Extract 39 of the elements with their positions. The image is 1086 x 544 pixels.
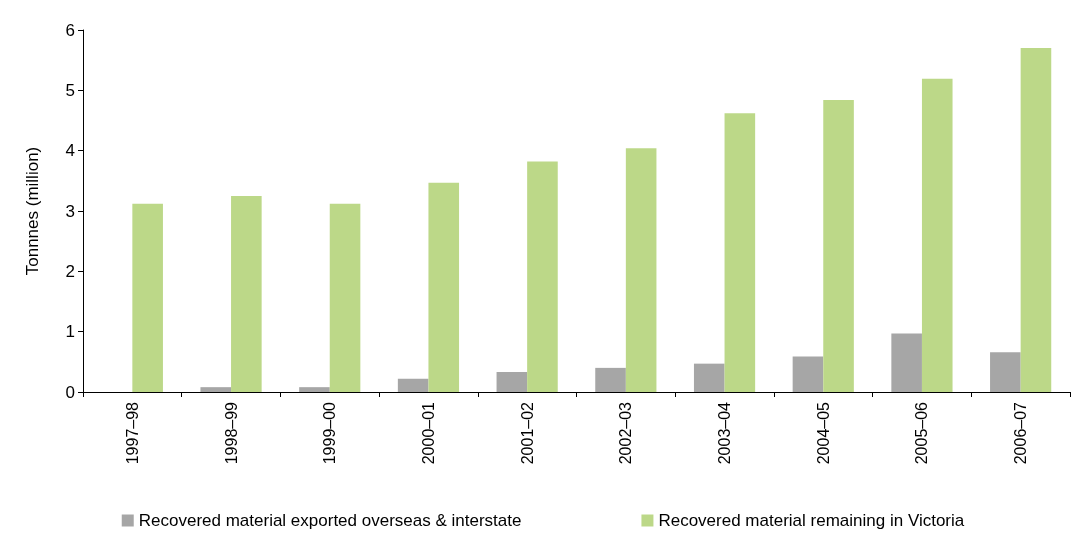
y-axis-title: Tonnnes (million) <box>23 146 42 276</box>
bar <box>527 161 558 392</box>
legend-label: Recovered material remaining in Victoria <box>658 511 965 530</box>
x-tick-label: 1998–99 <box>222 401 240 465</box>
bar <box>792 356 824 392</box>
bar <box>595 367 626 392</box>
y-tick-label: 0 <box>65 382 75 402</box>
bar <box>428 182 460 392</box>
y-tick-label: 1 <box>65 322 75 342</box>
x-tick-label: 2001–02 <box>518 401 536 465</box>
bar <box>132 203 163 392</box>
x-tick-label: 2006–07 <box>1012 401 1030 465</box>
bar <box>200 387 232 392</box>
bar <box>329 203 361 392</box>
bar <box>1020 48 1052 392</box>
x-tick-label: 2000–01 <box>419 401 437 465</box>
bar <box>299 387 330 392</box>
bar <box>397 378 429 392</box>
bar <box>891 333 922 392</box>
y-tick-label: 5 <box>65 80 75 100</box>
bar <box>823 99 854 392</box>
x-tick-label: 1999–00 <box>321 401 339 465</box>
legend-label: Recovered material exported overseas & interstate <box>138 511 522 530</box>
bar <box>496 372 528 392</box>
bar <box>724 113 756 392</box>
x-tick-label: 1997–98 <box>123 401 141 465</box>
bar <box>625 148 657 392</box>
x-tick-label: 2003–04 <box>716 401 734 465</box>
y-tick-label: 2 <box>65 261 75 281</box>
bar <box>990 352 1021 392</box>
bar <box>231 195 262 392</box>
x-tick-label: 2005–06 <box>913 401 931 465</box>
x-tick-label: 2002–03 <box>617 401 635 465</box>
bar <box>921 78 953 392</box>
bar <box>693 363 725 392</box>
x-tick-label: 2004–05 <box>814 401 832 465</box>
y-tick-label: 3 <box>65 201 75 221</box>
y-tick-label: 4 <box>65 141 75 161</box>
y-tick-label: 6 <box>65 20 75 40</box>
